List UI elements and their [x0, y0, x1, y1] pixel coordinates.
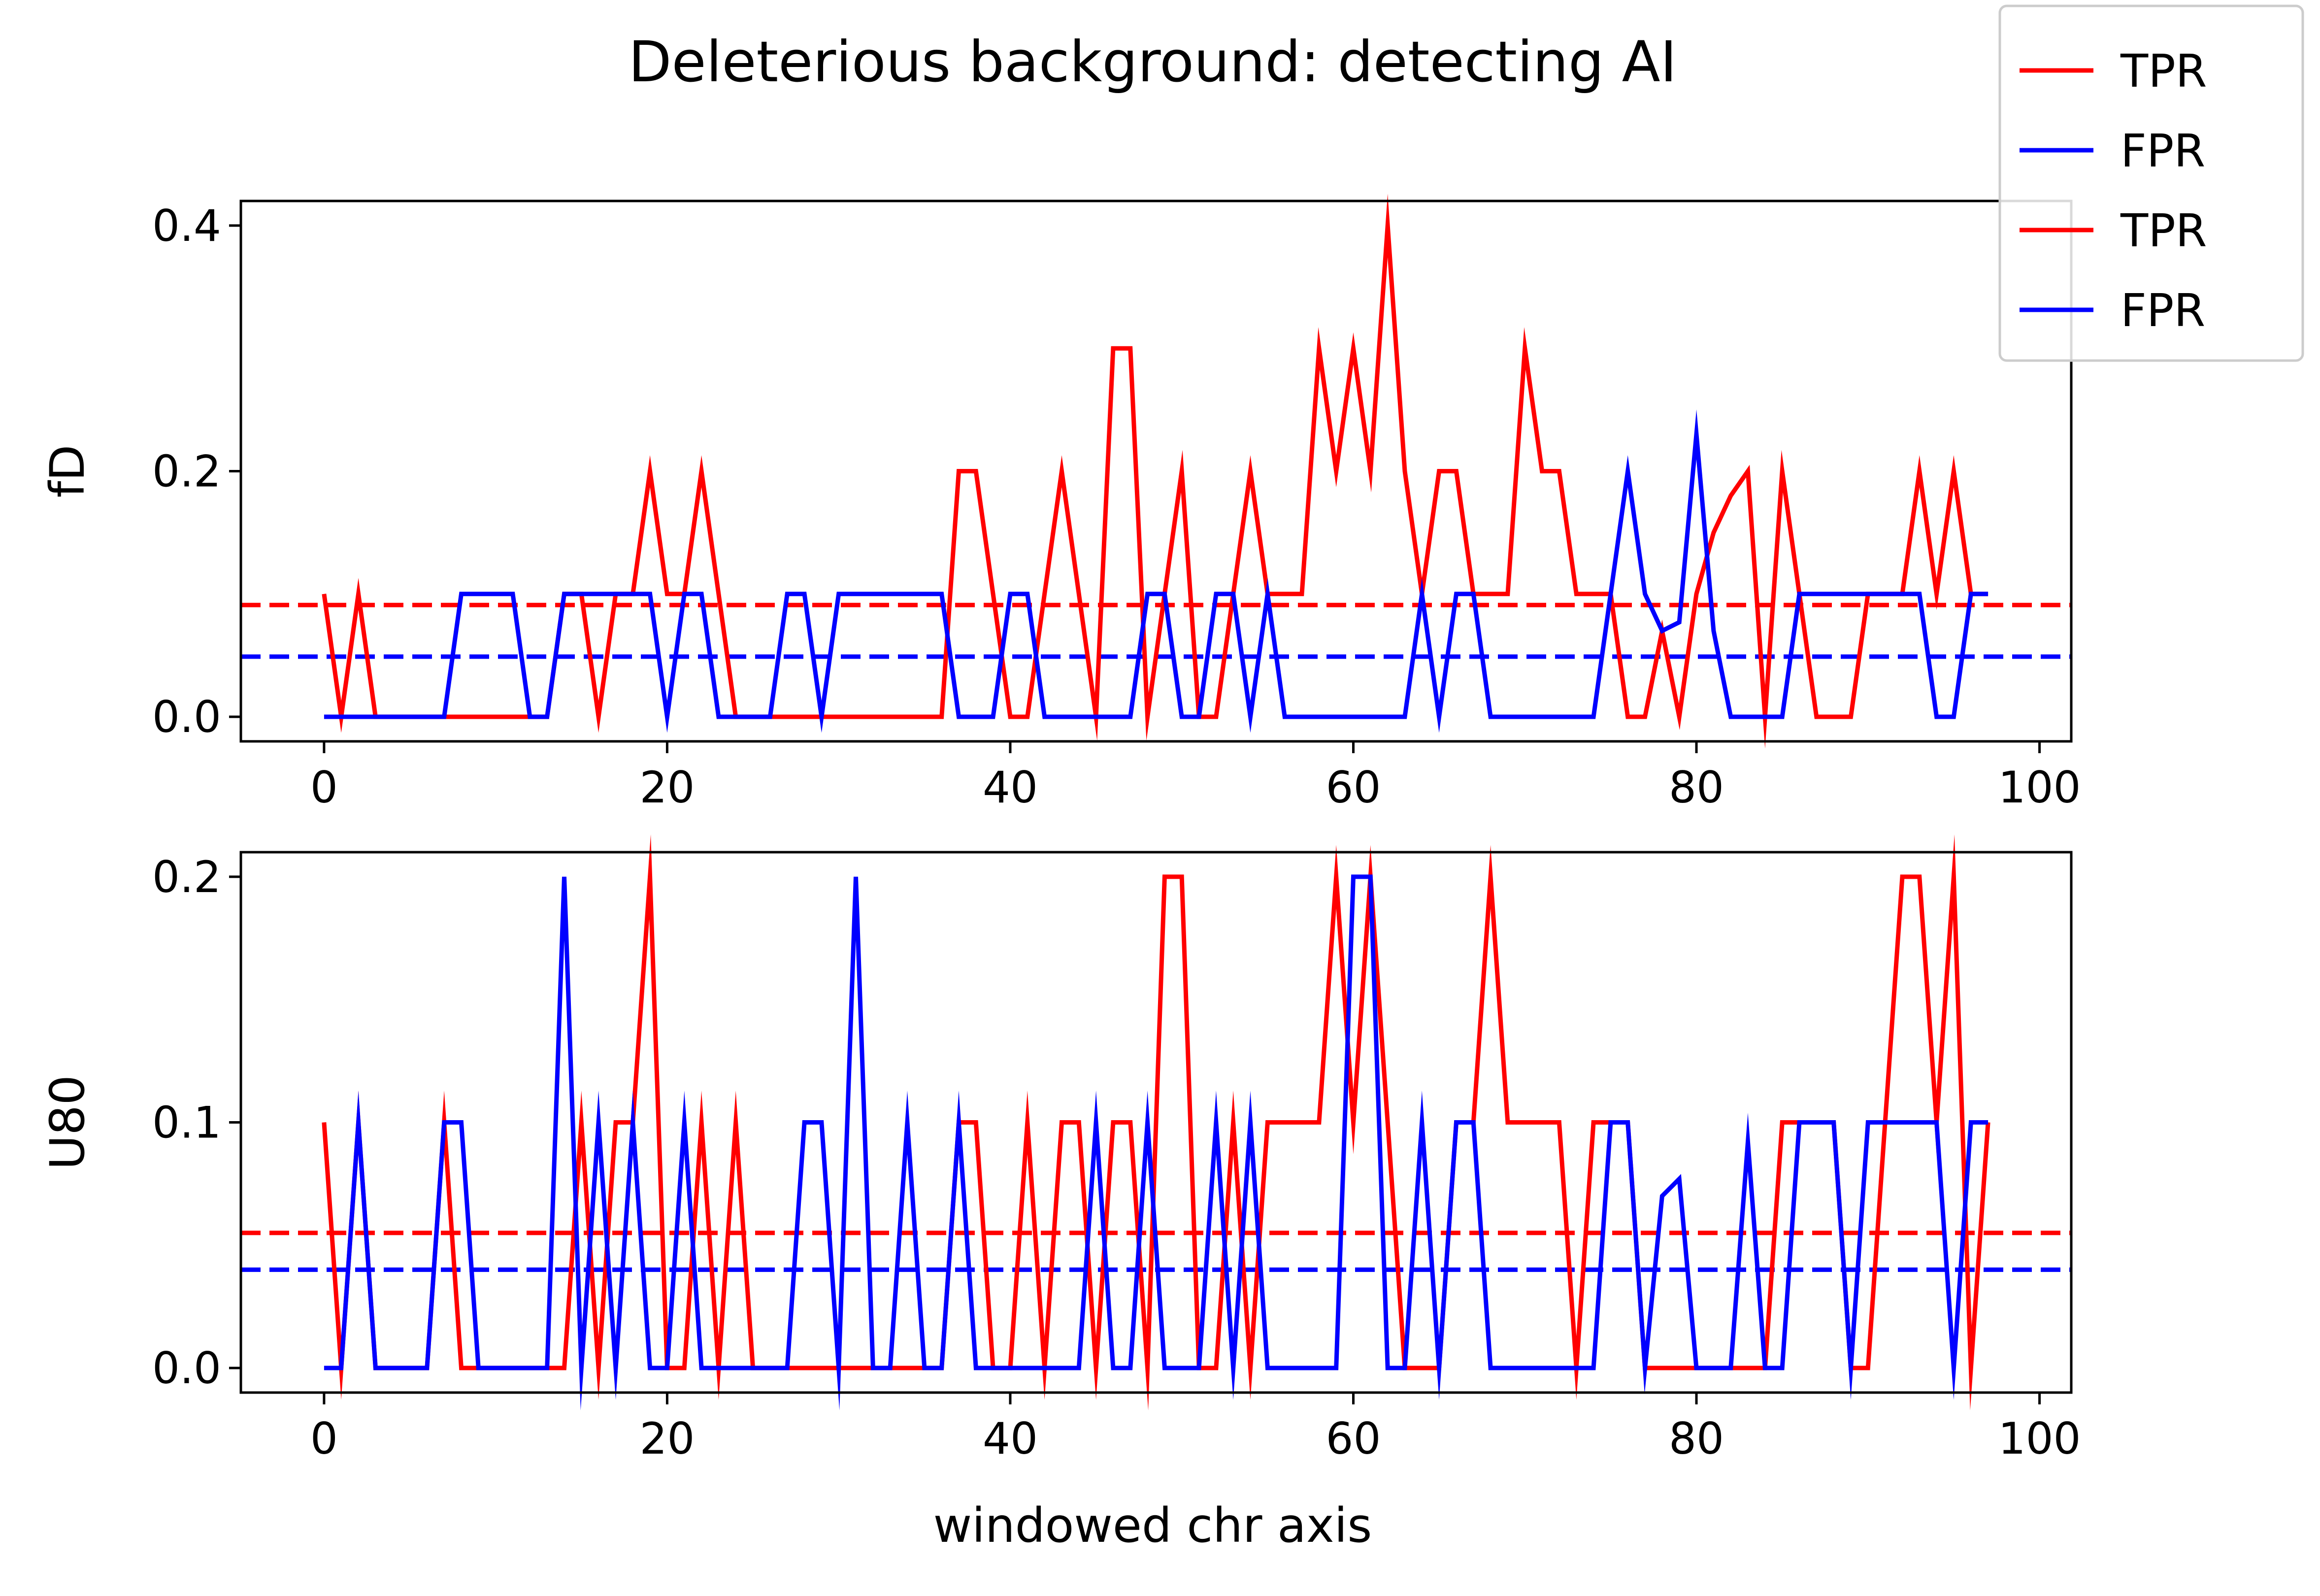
legend-label: TPR	[2120, 204, 2207, 257]
subplot-2: 0 20 40 60 80 100 0.0 0.1 0.2 U80	[40, 834, 2081, 1464]
x-tick-label: 100	[1998, 1413, 2081, 1464]
legend-label: FPR	[2121, 284, 2205, 337]
y-tick-label: 0.2	[152, 852, 221, 902]
series-line-fpr	[324, 874, 1989, 1411]
x-tick-label: 20	[639, 762, 695, 813]
x-tick-label: 60	[1326, 762, 1381, 813]
legend: TPR FPR TPR FPR	[1998, 4, 2304, 362]
series-line-tpr	[322, 194, 1989, 749]
legend-label: FPR	[2121, 125, 2205, 177]
x-tick-label: 80	[1669, 1413, 1724, 1464]
y-axis-label: fD	[40, 445, 95, 498]
x-tick-label: 0	[310, 762, 338, 813]
y-tick-label: 0.0	[152, 692, 221, 742]
subplots: 0 20 40 60 80 100 0.0 0.2 0.4 fD 0 20 40 60 80 100 0.0 0.…	[40, 194, 2081, 1464]
subplot-1: 0 20 40 60 80 100 0.0 0.2 0.4 fD	[40, 194, 2081, 813]
y-tick-label: 0.4	[152, 200, 221, 251]
x-tick-label: 40	[983, 1413, 1038, 1464]
x-tick-label: 0	[310, 1413, 338, 1464]
chart-title: Deleterious background: detecting AI	[629, 29, 1677, 95]
y-tick-label: 0.1	[152, 1097, 221, 1148]
x-axis-label: windowed chr axis	[933, 1498, 1372, 1553]
y-axis-label: U80	[40, 1075, 95, 1169]
y-tick-label: 0.0	[152, 1343, 221, 1394]
legend-label: TPR	[2120, 45, 2207, 98]
series-line-fpr	[324, 409, 1989, 733]
legend-box	[1998, 4, 2304, 362]
y-tick-label: 0.2	[152, 446, 221, 497]
x-tick-label: 100	[1998, 762, 2081, 813]
x-tick-label: 60	[1326, 1413, 1381, 1464]
x-tick-label: 40	[983, 762, 1038, 813]
x-tick-label: 80	[1669, 762, 1724, 813]
x-tick-label: 20	[639, 1413, 695, 1464]
